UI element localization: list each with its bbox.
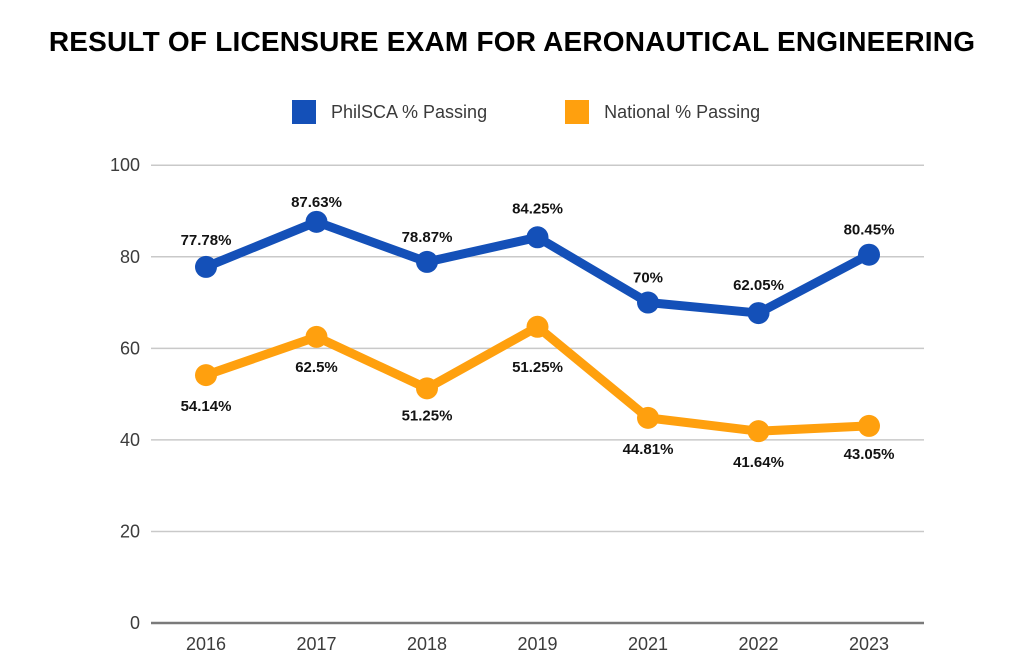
y-tick-label-60: 60 (120, 338, 140, 358)
national-point-2019 (526, 315, 549, 338)
national-point-2021 (637, 406, 659, 429)
y-tick-label-40: 40 (120, 430, 140, 450)
philsca-point-2017 (305, 210, 328, 233)
philsca-data-label-2019: 84.25% (512, 200, 563, 217)
legend-item-philsca: PhilSCA % Passing (292, 100, 487, 124)
philsca-point-2021 (637, 291, 659, 314)
y-tick-label-80: 80 (120, 247, 140, 267)
philsca-point-2018 (416, 250, 438, 273)
philsca-legend-swatch (292, 100, 316, 124)
philsca-point-2019 (526, 226, 549, 249)
x-tick-label-2016: 2016 (186, 634, 226, 654)
x-tick-label-2022: 2022 (738, 634, 778, 654)
national-data-label-2016: 54.14% (181, 398, 232, 415)
x-tick-label-2021: 2021 (628, 634, 668, 654)
philsca-point-2016 (195, 255, 217, 278)
national-data-label-2022: 41.64% (733, 454, 784, 471)
x-tick-label-2017: 2017 (296, 634, 336, 654)
national-data-label-2023: 43.05% (844, 446, 895, 463)
national-legend-swatch (565, 100, 590, 124)
philsca-data-label-2023: 80.45% (844, 222, 895, 239)
philsca-data-label-2017: 87.63% (291, 194, 342, 211)
national-data-label-2018: 51.25% (402, 407, 453, 424)
y-tick-label-20: 20 (120, 521, 140, 541)
y-tick-label-0: 0 (130, 613, 140, 633)
legend-item-national: National % Passing (565, 100, 760, 124)
national-point-2016 (195, 364, 217, 387)
national-data-label-2019: 51.25% (512, 359, 563, 376)
x-tick-label-2019: 2019 (517, 634, 557, 654)
philsca-point-2022 (747, 302, 770, 325)
national-data-label-2017: 62.5% (295, 359, 338, 376)
national-legend-label: National % Passing (604, 101, 761, 122)
national-line (201, 322, 874, 436)
national-point-2018 (416, 377, 438, 400)
national-data-label-2021: 44.81% (623, 441, 674, 458)
philsca-data-label-2018: 78.87% (402, 229, 453, 246)
philsca-data-label-2021: 70% (633, 270, 663, 287)
philsca-data-label-2016: 77.78% (181, 232, 232, 249)
x-tick-label-2018: 2018 (407, 634, 447, 654)
national-point-2023 (858, 414, 880, 437)
x-tick-label-2023: 2023 (849, 634, 889, 654)
philsca-point-2023 (858, 243, 880, 266)
philsca-data-label-2022: 62.05% (733, 277, 784, 294)
national-point-2022 (747, 420, 770, 443)
chart-legend: PhilSCA % Passing National % Passing (292, 100, 760, 124)
philsca-legend-label: PhilSCA % Passing (331, 101, 488, 122)
national-point-2017 (305, 325, 328, 348)
chart-title: RESULT OF LICENSURE EXAM FOR AERONAUTICA… (48, 26, 976, 57)
y-tick-label-100: 100 (110, 155, 140, 175)
